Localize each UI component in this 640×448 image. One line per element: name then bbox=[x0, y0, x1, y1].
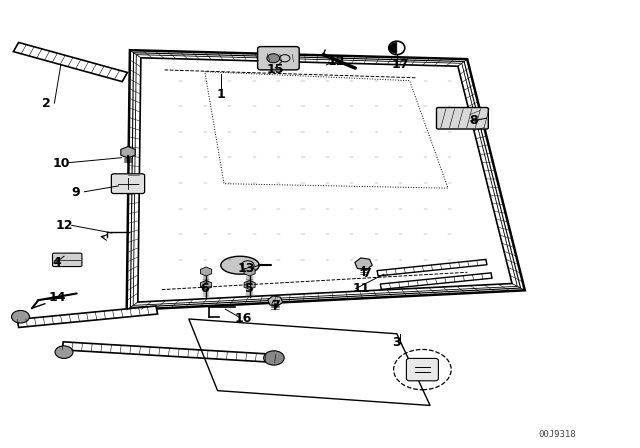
Text: 1: 1 bbox=[216, 87, 225, 101]
FancyBboxPatch shape bbox=[111, 174, 145, 194]
FancyBboxPatch shape bbox=[257, 47, 300, 70]
Circle shape bbox=[55, 346, 73, 358]
Text: 6: 6 bbox=[200, 282, 209, 296]
Polygon shape bbox=[62, 342, 276, 362]
FancyBboxPatch shape bbox=[52, 253, 82, 267]
Text: 5: 5 bbox=[245, 282, 254, 296]
FancyBboxPatch shape bbox=[436, 108, 488, 129]
Text: 11: 11 bbox=[353, 282, 371, 296]
Text: 14: 14 bbox=[49, 291, 67, 305]
Polygon shape bbox=[377, 259, 487, 276]
Circle shape bbox=[264, 351, 284, 365]
Text: 15: 15 bbox=[266, 63, 284, 76]
Text: 3: 3 bbox=[392, 336, 401, 349]
Circle shape bbox=[267, 54, 280, 63]
Polygon shape bbox=[380, 273, 492, 289]
Ellipse shape bbox=[221, 256, 259, 274]
Text: 7: 7 bbox=[362, 267, 371, 280]
FancyBboxPatch shape bbox=[406, 358, 438, 381]
Wedge shape bbox=[389, 43, 397, 53]
Text: 12: 12 bbox=[327, 55, 345, 69]
Text: 13: 13 bbox=[237, 262, 255, 276]
Text: 16: 16 bbox=[234, 311, 252, 325]
Circle shape bbox=[12, 310, 29, 323]
Text: 12: 12 bbox=[55, 219, 73, 233]
Text: 2: 2 bbox=[42, 96, 51, 110]
Text: 8: 8 bbox=[469, 114, 478, 128]
Text: 17: 17 bbox=[391, 58, 409, 72]
Polygon shape bbox=[13, 43, 127, 82]
Polygon shape bbox=[17, 306, 157, 327]
Text: 00J9318: 00J9318 bbox=[538, 430, 575, 439]
Text: 7: 7 bbox=[271, 299, 280, 312]
Text: 9: 9 bbox=[71, 186, 80, 199]
Text: 4: 4 bbox=[52, 255, 61, 269]
Text: 10: 10 bbox=[52, 157, 70, 170]
